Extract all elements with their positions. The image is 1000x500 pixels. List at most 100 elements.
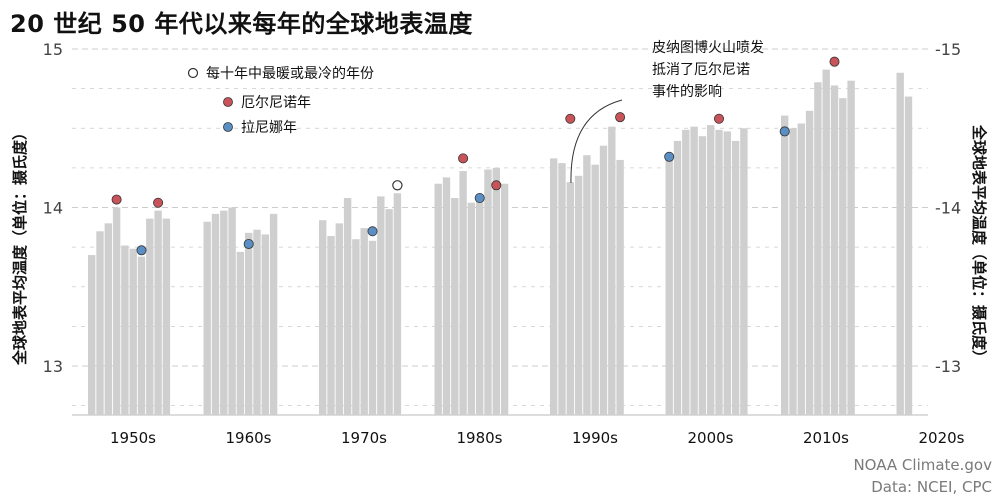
- bar-2021: [904, 96, 913, 416]
- bar-1962: [220, 210, 228, 415]
- el-nino-marker-1983: [458, 153, 469, 164]
- bar-1958: [154, 210, 162, 415]
- y-axis-label-right: 全球地表平均温度（单位：摄氏度）: [970, 124, 988, 365]
- la-nina-marker-2000: [664, 151, 675, 162]
- y-tick-right-15: -15: [935, 40, 961, 59]
- bar-1967: [261, 234, 269, 415]
- legend: 每十年中最暖或最冷的年份 厄尔尼诺年 拉尼娜年: [187, 66, 374, 136]
- y-tick-left-13: 13: [43, 357, 63, 376]
- bar-1961: [211, 213, 220, 415]
- bar-2004: [698, 136, 707, 416]
- bar-1995: [591, 164, 599, 415]
- x-ticks: 1950s 1960s 1970s 1980s 1990s 2000s 2010s 2020s: [110, 429, 965, 447]
- bars: [88, 69, 913, 416]
- bar-1956: [137, 256, 146, 415]
- bar-1974: [352, 239, 360, 415]
- bar-1951: [96, 231, 104, 415]
- x-tick-2000s: 2000s: [688, 429, 734, 447]
- bar-1968: [269, 213, 278, 415]
- bar-1976: [368, 240, 377, 415]
- la-nina-marker-2010: [779, 126, 790, 137]
- bar-2010: [781, 115, 789, 415]
- record-marker-1979: [392, 180, 403, 191]
- y-tick-right-14: -14: [935, 199, 961, 218]
- bar-2020: [896, 72, 904, 416]
- bar-2007: [723, 131, 731, 416]
- bar-1982: [451, 197, 459, 415]
- el-nino-marker-1998: [615, 112, 626, 123]
- bar-2008: [731, 140, 740, 415]
- bar-1977: [377, 196, 385, 415]
- bar-2003: [690, 126, 698, 415]
- bar-2016: [830, 85, 839, 415]
- el-nino-marker-1958: [153, 197, 164, 208]
- markers: [111, 56, 840, 256]
- bar-1988: [500, 183, 509, 415]
- bar-1952: [104, 223, 112, 415]
- legend-el-nino-label: 厄尔尼诺年: [241, 95, 311, 111]
- bar-1964: [236, 251, 245, 415]
- bar-1987: [492, 167, 500, 415]
- el-nino-marker-2016: [829, 56, 840, 67]
- annotation: 皮纳图博火山喷发 抵消了厄尔尼诺 事件的影响: [570, 39, 764, 184]
- bar-2014: [814, 82, 822, 415]
- legend-el-nino-marker: [223, 97, 233, 107]
- bar-1953: [112, 207, 121, 415]
- bar-1963: [228, 207, 236, 415]
- bar-1978: [385, 209, 393, 415]
- y-tick-left-15: 15: [43, 40, 63, 59]
- bar-1970: [319, 220, 327, 415]
- x-tick-1980s: 1980s: [457, 429, 503, 447]
- annotation-line-3: 事件的影响: [652, 84, 722, 100]
- bar-2009: [740, 128, 748, 415]
- x-tick-2020s: 2020s: [919, 429, 965, 447]
- y-tick-left-14: 14: [43, 199, 63, 218]
- bar-1966: [253, 229, 261, 415]
- bar-2002: [682, 129, 690, 415]
- x-tick-1950s: 1950s: [110, 429, 156, 447]
- bar-1992: [566, 182, 574, 415]
- bar-1985: [476, 194, 484, 415]
- la-nina-marker-1965: [243, 238, 254, 249]
- bar-1997: [608, 126, 616, 415]
- bar-1957: [146, 218, 154, 415]
- la-nina-marker-1985: [474, 192, 485, 203]
- bar-1990: [550, 158, 558, 416]
- bar-1975: [360, 228, 368, 415]
- x-tick-2010s: 2010s: [803, 429, 849, 447]
- el-nino-marker-1987: [491, 180, 502, 191]
- legend-la-nina-label: 拉尼娜年: [241, 120, 297, 136]
- bar-2005: [707, 125, 715, 415]
- bar-1955: [129, 248, 137, 415]
- bar-1993: [574, 175, 583, 415]
- bar-2012: [797, 123, 805, 416]
- bar-1979: [393, 193, 402, 415]
- el-nino-marker-1992: [565, 113, 576, 124]
- bar-2018: [847, 80, 855, 415]
- bar-1996: [599, 145, 608, 415]
- bar-1991: [558, 163, 566, 415]
- el-nino-marker-2006: [714, 113, 725, 124]
- bar-1983: [459, 171, 467, 415]
- annotation-line-2: 抵消了厄尔尼诺: [652, 62, 750, 78]
- bar-1950: [88, 255, 96, 415]
- x-tick-1990s: 1990s: [572, 429, 618, 447]
- bar-2017: [839, 98, 847, 415]
- annotation-leader-line: [570, 99, 623, 184]
- bar-1973: [343, 197, 352, 415]
- la-nina-marker-1976: [367, 226, 378, 237]
- x-tick-1960s: 1960s: [226, 429, 272, 447]
- bar-2015: [822, 69, 830, 415]
- la-nina-marker-1956: [136, 245, 147, 256]
- bar-2011: [789, 128, 797, 415]
- bar-1986: [484, 169, 492, 415]
- bar-1984: [467, 202, 476, 415]
- annotation-line-1: 皮纳图博火山喷发: [652, 39, 764, 56]
- x-tick-1970s: 1970s: [341, 429, 387, 447]
- y-ticks: 13 -13 14 -14 15 -15: [43, 40, 962, 376]
- bar-1980: [434, 183, 442, 415]
- bar-2006: [715, 129, 723, 415]
- bar-1954: [121, 245, 129, 415]
- bar-1994: [583, 155, 591, 415]
